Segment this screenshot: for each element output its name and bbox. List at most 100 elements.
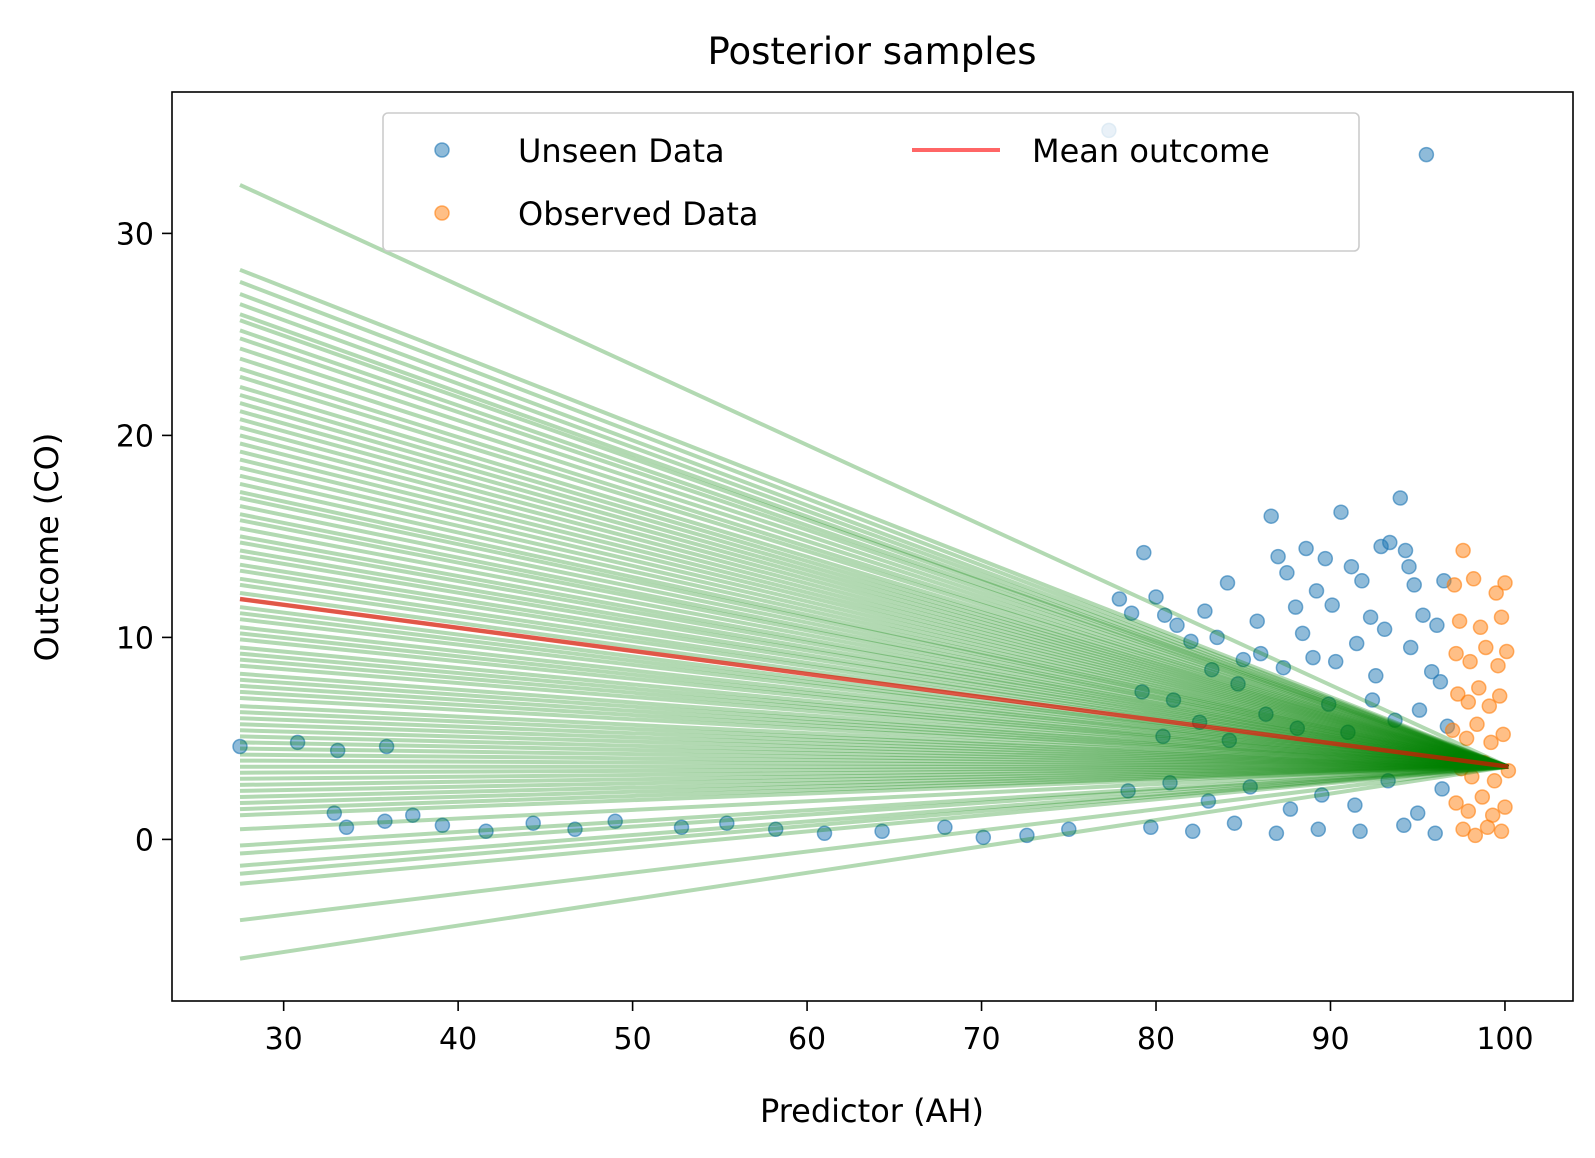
posterior-sample-line [239,764,1509,848]
unseen-data-point [1155,728,1171,745]
y-tick-label: 30 [116,217,154,252]
unseen-data-point [1252,645,1269,662]
unseen-data-point [1120,783,1136,799]
unseen-data-point [1327,653,1344,670]
x-tick-label: 80 [1137,1022,1175,1057]
unseen-data-point [1294,625,1311,642]
posterior-sample-line [239,764,1509,799]
x-tick-label: 70 [962,1022,1000,1057]
unseen-data-point [378,738,395,755]
posterior-sample-line [239,696,1509,769]
posterior-sample-line [239,490,1509,769]
unseen-data-point [1230,676,1246,692]
observed-data-point [1490,657,1506,674]
unseen-data-point [1418,146,1435,163]
observed-data-point [1465,571,1482,587]
unseen-data-point [1406,577,1422,593]
posterior-sample-line [239,637,1509,769]
unseen-data-point [1270,548,1286,565]
unseen-data-point [567,821,583,838]
y-tick-label: 0 [135,823,154,858]
unseen-data-point [1268,825,1285,842]
unseen-data-point [1183,633,1199,650]
posterior-sample-line [239,710,1509,769]
legend-box [382,112,1360,252]
unseen-data-point [1352,823,1368,840]
unseen-data-point [1169,617,1185,634]
unseen-data-point [1415,607,1431,623]
posterior-sample-line [239,409,1509,769]
unseen-data-point [1162,775,1178,791]
posterior-sample-line [239,540,1509,769]
unseen-data-point [1310,821,1327,838]
posterior-sample-line [239,663,1509,769]
observed-data-point [1469,716,1485,733]
unseen-data-point [326,805,343,821]
posterior-sample-line [239,518,1509,769]
posterior-sample-line [239,671,1509,769]
legend-label-unseen: Unseen Data [518,132,725,170]
posterior-sample-line [239,617,1509,769]
unseen-data-point [1314,787,1330,803]
posterior-sample-line [239,401,1509,769]
y-tick-label: 20 [116,419,154,454]
observed-data-point [1444,722,1461,739]
unseen-data-point [975,829,992,846]
unseen-data-point [338,819,355,836]
posterior-sample-line [239,764,1509,775]
plot-frame [171,91,1574,1002]
unseen-data-point [1019,827,1035,844]
unseen-data-point [816,825,833,842]
posterior-sample-line [239,683,1509,769]
unseen-data-point [1279,565,1295,581]
unseen-data-point [1368,668,1384,684]
posterior-sample-line [239,417,1509,769]
observed-data-point [1472,619,1489,636]
unseen-data-point [405,807,421,823]
unseen-data-point [1392,490,1409,506]
unseen-data-point [1136,544,1152,561]
unseen-data-point [1111,591,1128,607]
observed-data-point [1493,609,1510,625]
unseen-data-point [1402,639,1419,656]
unseen-data-point [1148,589,1164,605]
unseen-data-point [1397,542,1414,559]
posterior-sample-line [239,734,1509,769]
posterior-sample-line [239,465,1509,769]
unseen-data-point [1401,558,1417,575]
unseen-data-point [1434,781,1450,797]
observed-data-point [1446,577,1463,593]
posterior-sample-line [239,764,1509,787]
unseen-data-point [1209,629,1225,646]
observed-data-point [1481,698,1498,714]
posterior-sample-line [239,716,1509,769]
x-axis: 30 40 50 60 70 80 90 100 [265,1001,1534,1057]
unseen-data-point [1123,605,1140,621]
posterior-sample-lines [239,183,1510,961]
observed-data-point [1462,653,1478,670]
y-axis: 0 10 20 30 [116,217,172,858]
unseen-data-point [1275,659,1292,676]
posterior-sample-line [239,764,1509,876]
unseen-data-point [1308,583,1325,599]
posterior-sample-line [239,758,1509,769]
unseen-data-point [607,813,623,829]
observed-data-point [1493,823,1510,840]
posterior-sample-line [239,764,1509,812]
observed-data-point [1448,795,1464,811]
posterior-sample-line [239,312,1510,769]
posterior-sample-line [239,728,1509,769]
posterior-sample-line [239,441,1509,769]
legend-marker-unseen [434,142,450,158]
legend-label-mean: Mean outcome [1032,132,1270,170]
unseen-data-points [232,122,1456,846]
observed-data-points [1444,542,1517,844]
unseen-data-point [1298,540,1314,557]
unseen-data-point [1376,621,1393,638]
unseen-data-point [1242,779,1258,795]
unseen-data-point [1282,801,1299,817]
unseen-data-point [1226,815,1243,831]
unseen-data-point [1409,805,1426,821]
posterior-sample-line [239,183,1510,769]
observed-data-point [1479,819,1496,836]
